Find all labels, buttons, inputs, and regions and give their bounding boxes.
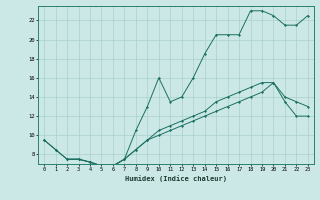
- X-axis label: Humidex (Indice chaleur): Humidex (Indice chaleur): [125, 175, 227, 182]
